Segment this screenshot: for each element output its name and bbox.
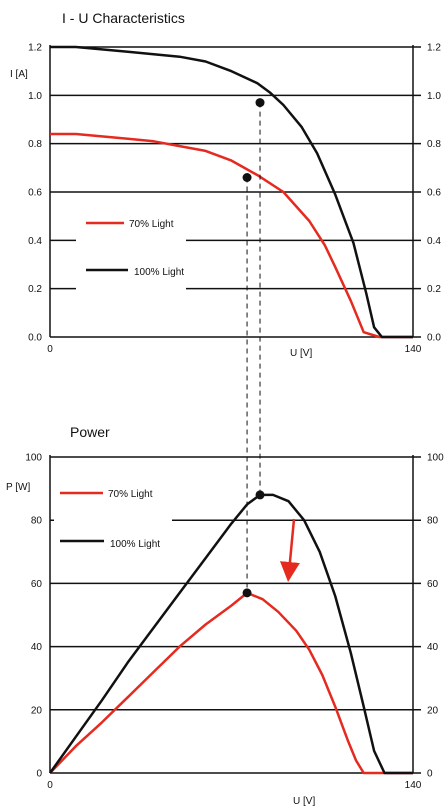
power-x-tick: 0 (47, 780, 53, 791)
power-series-100-light (48, 493, 413, 775)
iu-y-tick-right: 0.6 (427, 188, 441, 199)
iu-y-tick-right: 0.4 (427, 236, 441, 247)
iu-legend-label-100: 100% Light (134, 267, 184, 278)
power-legend: 70% Light 100% Light (54, 474, 172, 554)
iu-y-tick-right: 1.2 (427, 43, 441, 54)
power-y-tick-left: 60 (31, 579, 43, 590)
iu-y-tick-left: 1.0 (28, 91, 42, 102)
iu-chart-title: I - U Characteristics (62, 10, 185, 26)
iu-series-70-light (50, 132, 413, 339)
power-y-tick-right: 0 (427, 769, 433, 780)
iu-series-100-light (50, 45, 413, 339)
power-x-tick: 140 (405, 780, 422, 791)
power-x-axis-label: U [V] (293, 796, 315, 807)
power-y-tick-left: 100 (25, 453, 42, 464)
iu-x-tick: 0 (47, 344, 53, 355)
iu-y-tick-left: 0.0 (28, 333, 42, 344)
iu-x-tick: 140 (405, 344, 422, 355)
iu-y-tick-left: 0.4 (28, 236, 42, 247)
power-y-tick-left: 20 (31, 705, 43, 716)
power-y-tick-right: 20 (427, 705, 439, 716)
iu-y-tick-right: 1.0 (427, 91, 441, 102)
iu-y-axis-label: I [A] (10, 69, 28, 80)
iu-y-tick-left: 1.2 (28, 43, 42, 54)
iu-chart: 0.0 0.0 0.2 0.2 0.4 0.4 0.6 0.6 0.8 0.8 1.0 1.0 1.2 1… (28, 43, 441, 356)
power-legend-label-100: 100% Light (110, 539, 160, 550)
power-mpp-point (255, 490, 265, 500)
mpp-connector-lines (246, 102, 261, 593)
iu-y-tick-right: 0.8 (427, 139, 441, 150)
power-y-tick-left: 40 (31, 642, 43, 653)
power-legend-label-70: 70% Light (108, 489, 153, 500)
iu-x-axis-label: U [V] (290, 348, 312, 359)
power-y-tick-right: 80 (427, 516, 439, 527)
power-drop-arrow (279, 518, 300, 582)
iu-y-tick-right: 0.0 (427, 333, 441, 344)
power-y-tick-left: 80 (31, 516, 43, 527)
power-y-tick-right: 100 (427, 453, 444, 464)
iu-legend: 70% Light 100% Light (76, 206, 186, 290)
power-series-70-light (49, 591, 413, 775)
power-y-tick-left: 0 (36, 769, 42, 780)
iu-y-tick-right: 0.2 (427, 284, 441, 295)
power-y-tick-right: 40 (427, 642, 439, 653)
iu-y-tick-left: 0.2 (28, 284, 42, 295)
power-y-axis-label: P [W] (6, 482, 30, 493)
power-chart-title: Power (70, 424, 110, 440)
iu-y-tick-left: 0.8 (28, 139, 42, 150)
iu-legend-label-70: 70% Light (129, 219, 174, 230)
iu-y-tick-left: 0.6 (28, 188, 42, 199)
power-y-tick-right: 60 (427, 579, 439, 590)
